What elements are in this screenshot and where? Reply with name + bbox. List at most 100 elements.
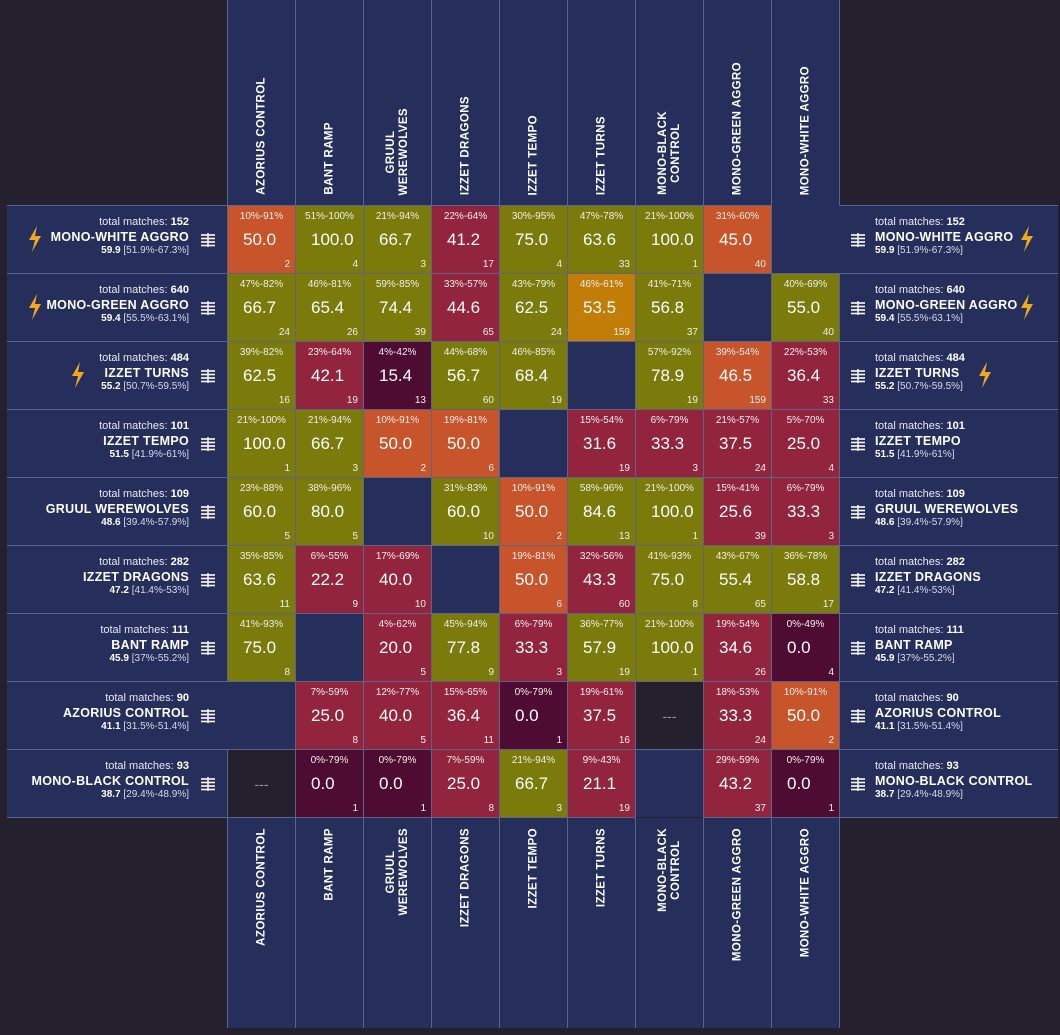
matchup-cell[interactable]: 22%-53% 36.4 33 [771, 341, 840, 410]
matchup-cell[interactable]: 6%-79% 33.3 3 [771, 477, 840, 546]
matchup-cell[interactable]: 0%-49% 0.0 4 [771, 613, 840, 682]
matchup-cell[interactable]: 0%-79% 0.0 1 [771, 749, 840, 818]
column-header[interactable]: MONO-GREEN AGGRO [703, 818, 772, 1028]
matchup-cell[interactable]: 15%-54% 31.6 19 [567, 409, 636, 478]
matchup-cell-na[interactable]: --- [635, 681, 704, 750]
matchup-cell[interactable]: 21%-94% 66.7 3 [295, 409, 364, 478]
column-header[interactable]: MONO-BLACK CONTROL [635, 818, 704, 1028]
column-header[interactable]: IZZET TEMPO [499, 0, 568, 205]
filter-lines-icon[interactable] [201, 641, 215, 655]
matchup-cell[interactable]: 21%-100% 100.0 1 [227, 409, 296, 478]
matchup-cell[interactable]: 19%-61% 37.5 16 [567, 681, 636, 750]
row-header[interactable]: total matches: 484 IZZET TURNS 55.2 [50.7%… [7, 341, 227, 410]
matchup-cell[interactable]: 39%-82% 62.5 16 [227, 341, 296, 410]
row-header[interactable]: total matches: 93 MONO-BLACK CONTROL 38.7 … [7, 749, 227, 818]
filter-lines-icon[interactable] [851, 505, 865, 519]
matchup-cell[interactable]: 47%-78% 63.6 33 [567, 205, 636, 274]
row-header[interactable]: total matches: 101 IZZET TEMPO 51.5 [41.9%… [839, 409, 1058, 478]
matchup-cell[interactable]: 5%-70% 25.0 4 [771, 409, 840, 478]
column-header[interactable]: GRUUL WEREWOLVES [363, 0, 432, 205]
matchup-cell[interactable]: 39%-54% 46.5 159 [703, 341, 772, 410]
matchup-cell[interactable]: 21%-100% 100.0 1 [635, 205, 704, 274]
filter-lines-icon[interactable] [851, 437, 865, 451]
column-header[interactable]: AZORIUS CONTROL [227, 818, 296, 1028]
matchup-cell[interactable]: 40%-69% 55.0 40 [771, 273, 840, 342]
filter-lines-icon[interactable] [201, 369, 215, 383]
matchup-cell[interactable]: 18%-53% 33.3 24 [703, 681, 772, 750]
column-header[interactable]: GRUUL WEREWOLVES [363, 818, 432, 1028]
matchup-cell[interactable]: 30%-95% 75.0 4 [499, 205, 568, 274]
matchup-cell[interactable]: 17%-69% 40.0 10 [363, 545, 432, 614]
matchup-cell[interactable]: 36%-78% 58.8 17 [771, 545, 840, 614]
matchup-cell[interactable]: 21%-100% 100.0 1 [635, 613, 704, 682]
row-header[interactable]: total matches: 152 MONO-WHITE AGGRO 59.9 [… [7, 205, 227, 274]
filter-lines-icon[interactable] [851, 777, 865, 791]
matchup-cell[interactable]: 23%-88% 60.0 5 [227, 477, 296, 546]
matchup-cell[interactable]: 41%-93% 75.0 8 [227, 613, 296, 682]
matchup-cell[interactable]: 51%-100% 100.0 4 [295, 205, 364, 274]
filter-lines-icon[interactable] [201, 709, 215, 723]
matchup-cell[interactable]: 47%-82% 66.7 24 [227, 273, 296, 342]
column-header[interactable]: IZZET DRAGONS [431, 818, 500, 1028]
column-header[interactable]: IZZET TURNS [567, 818, 636, 1028]
row-header[interactable]: total matches: 109 GRUUL WEREWOLVES 48.6 [… [7, 477, 227, 546]
matchup-cell[interactable]: 21%-94% 66.7 3 [499, 749, 568, 818]
matchup-cell[interactable]: 4%-62% 20.0 5 [363, 613, 432, 682]
filter-lines-icon[interactable] [201, 573, 215, 587]
matchup-cell-na[interactable]: --- [227, 749, 296, 818]
matchup-cell[interactable]: 46%-85% 68.4 19 [499, 341, 568, 410]
matchup-cell[interactable]: 46%-61% 53.5 159 [567, 273, 636, 342]
matchup-cell[interactable]: 35%-85% 63.6 11 [227, 545, 296, 614]
row-header[interactable]: total matches: 640 MONO-GREEN AGGRO 59.4 [… [7, 273, 227, 342]
matchup-cell[interactable]: 58%-96% 84.6 13 [567, 477, 636, 546]
matchup-cell[interactable]: 44%-68% 56.7 60 [431, 341, 500, 410]
column-header[interactable]: BANT RAMP [295, 0, 364, 205]
row-header[interactable]: total matches: 484 IZZET TURNS 55.2 [50.7%… [839, 341, 1058, 410]
matchup-cell[interactable]: 21%-57% 37.5 24 [703, 409, 772, 478]
row-header[interactable]: total matches: 93 MONO-BLACK CONTROL 38.7 … [839, 749, 1058, 818]
matchup-cell[interactable]: 45%-94% 77.8 9 [431, 613, 500, 682]
column-header[interactable]: IZZET TURNS [567, 0, 636, 205]
filter-lines-icon[interactable] [851, 233, 865, 247]
matchup-cell[interactable]: 59%-85% 74.4 39 [363, 273, 432, 342]
matchup-cell[interactable]: 33%-57% 44.6 65 [431, 273, 500, 342]
filter-lines-icon[interactable] [201, 437, 215, 451]
matchup-cell[interactable]: 32%-56% 43.3 60 [567, 545, 636, 614]
column-header[interactable]: IZZET TEMPO [499, 818, 568, 1028]
matchup-cell[interactable]: 57%-92% 78.9 19 [635, 341, 704, 410]
column-header[interactable]: MONO-GREEN AGGRO [703, 0, 772, 205]
matchup-cell[interactable]: 36%-77% 57.9 19 [567, 613, 636, 682]
matchup-cell[interactable]: 0%-79% 0.0 1 [363, 749, 432, 818]
matchup-cell[interactable]: 10%-91% 50.0 2 [771, 681, 840, 750]
row-header[interactable]: total matches: 282 IZZET DRAGONS 47.2 [41.… [7, 545, 227, 614]
filter-lines-icon[interactable] [201, 505, 215, 519]
filter-lines-icon[interactable] [201, 301, 215, 315]
matchup-cell[interactable]: 29%-59% 43.2 37 [703, 749, 772, 818]
row-header[interactable]: total matches: 109 GRUUL WEREWOLVES 48.6 [… [839, 477, 1058, 546]
matchup-cell[interactable]: 12%-77% 40.0 5 [363, 681, 432, 750]
filter-lines-icon[interactable] [851, 301, 865, 315]
matchup-cell[interactable]: 43%-67% 55.4 65 [703, 545, 772, 614]
row-header[interactable]: total matches: 111 BANT RAMP 45.9 [37%-55.… [839, 613, 1058, 682]
column-header[interactable]: IZZET DRAGONS [431, 0, 500, 205]
matchup-cell[interactable]: 10%-91% 50.0 2 [363, 409, 432, 478]
matchup-cell[interactable]: 6%-79% 33.3 3 [635, 409, 704, 478]
matchup-cell[interactable]: 19%-54% 34.6 26 [703, 613, 772, 682]
matchup-cell[interactable]: 4%-42% 15.4 13 [363, 341, 432, 410]
matchup-cell[interactable]: 31%-60% 45.0 40 [703, 205, 772, 274]
matchup-cell[interactable]: 19%-81% 50.0 6 [431, 409, 500, 478]
filter-lines-icon[interactable] [851, 369, 865, 383]
filter-lines-icon[interactable] [851, 641, 865, 655]
matchup-cell[interactable]: 10%-91% 50.0 2 [227, 205, 296, 274]
matchup-cell[interactable]: 21%-100% 100.0 1 [635, 477, 704, 546]
matchup-cell[interactable]: 38%-96% 80.0 5 [295, 477, 364, 546]
matchup-cell[interactable]: 21%-94% 66.7 3 [363, 205, 432, 274]
row-header[interactable]: total matches: 282 IZZET DRAGONS 47.2 [41.… [839, 545, 1058, 614]
matchup-cell[interactable]: 41%-71% 56.8 37 [635, 273, 704, 342]
matchup-cell[interactable]: 15%-65% 36.4 11 [431, 681, 500, 750]
matchup-cell[interactable]: 6%-79% 33.3 3 [499, 613, 568, 682]
matchup-cell[interactable]: 0%-79% 0.0 1 [295, 749, 364, 818]
matchup-cell[interactable]: 43%-79% 62.5 24 [499, 273, 568, 342]
row-header[interactable]: total matches: 152 MONO-WHITE AGGRO 59.9 [… [839, 205, 1058, 274]
row-header[interactable]: total matches: 90 AZORIUS CONTROL 41.1 [31… [7, 681, 227, 750]
